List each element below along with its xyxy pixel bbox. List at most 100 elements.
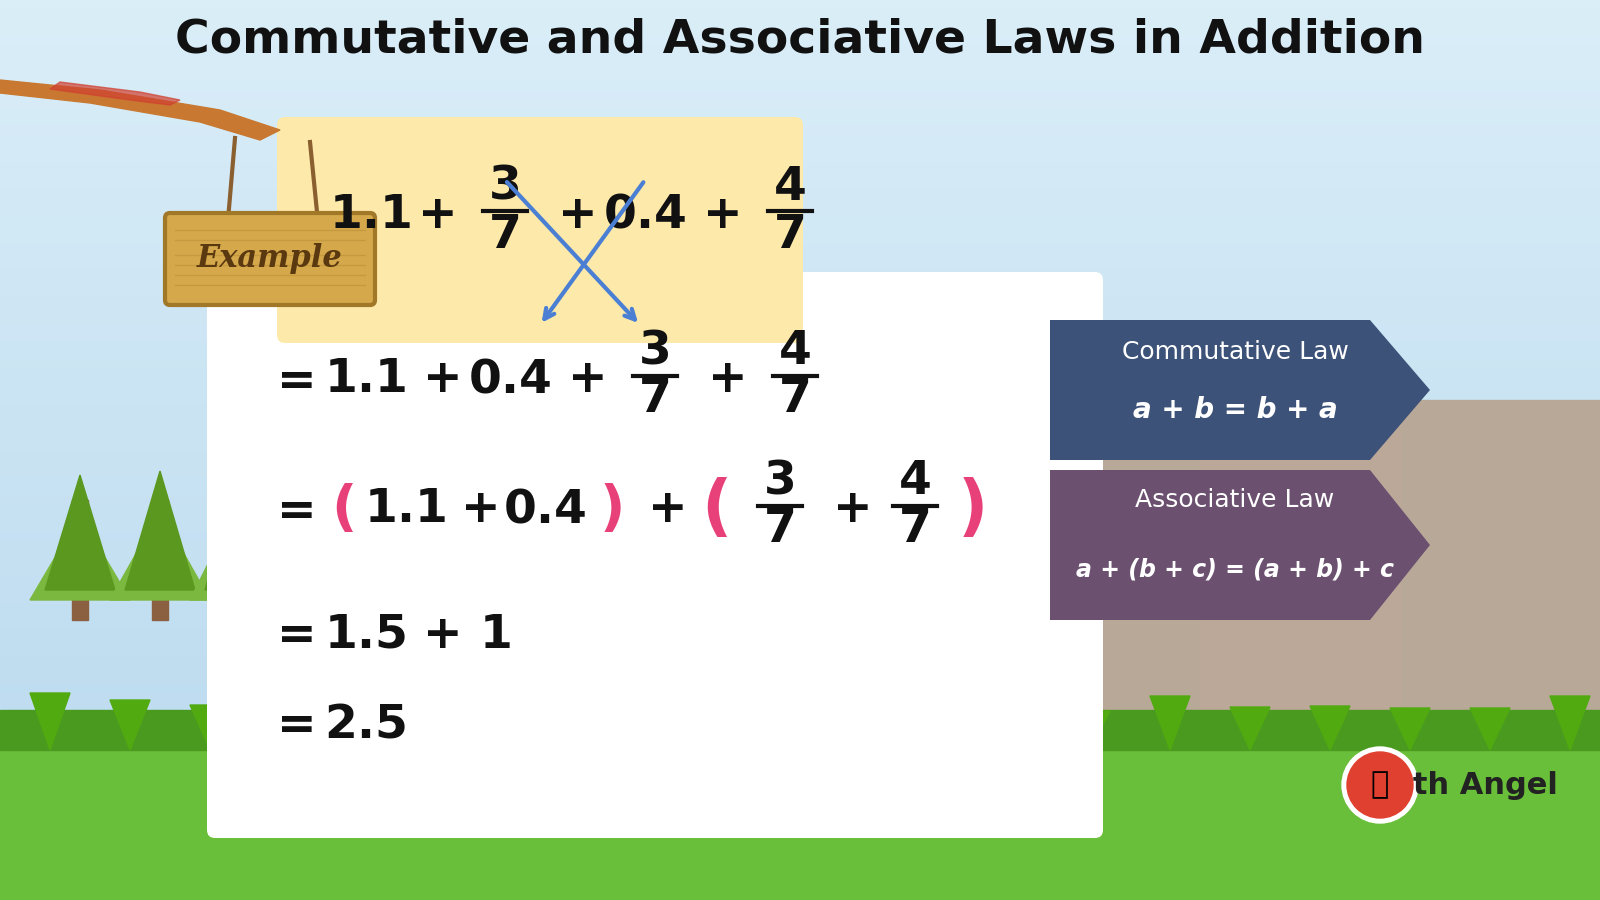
Text: 3: 3 (763, 460, 797, 505)
Text: 4: 4 (773, 165, 806, 210)
Text: Math Angel: Math Angel (1362, 770, 1558, 799)
Polygon shape (30, 538, 130, 600)
Text: a + b = b + a: a + b = b + a (1133, 396, 1338, 424)
Text: Example: Example (197, 242, 342, 274)
Text: Commutative Law: Commutative Law (1122, 340, 1349, 364)
Bar (0, 710, 1600, 750)
Polygon shape (1299, 515, 1400, 600)
Text: a + (b + c) = (a + b) + c: a + (b + c) = (a + b) + c (1075, 558, 1394, 582)
Bar (1502, 500, 1518, 620)
Polygon shape (1200, 538, 1299, 600)
Polygon shape (1475, 490, 1546, 590)
Text: $\mathbf{2.5}$: $\mathbf{2.5}$ (323, 703, 406, 748)
Text: 7: 7 (899, 508, 931, 553)
Polygon shape (350, 709, 390, 750)
Text: $\mathbf{=}$: $\mathbf{=}$ (267, 357, 314, 402)
Text: 🦊: 🦊 (1371, 770, 1389, 799)
Polygon shape (1390, 709, 1430, 750)
Polygon shape (1315, 475, 1386, 590)
Polygon shape (125, 448, 195, 590)
Text: $\mathbf{+}$: $\mathbf{+}$ (422, 357, 458, 402)
Polygon shape (1150, 704, 1190, 750)
FancyBboxPatch shape (277, 117, 803, 343)
Bar (312, 500, 328, 620)
Bar (232, 500, 248, 620)
Text: $\mathbf{1.1}$: $\mathbf{1.1}$ (363, 488, 446, 533)
Text: $\mathbf{+}$: $\mathbf{+}$ (566, 357, 603, 402)
Text: $\mathbf{(}$: $\mathbf{(}$ (701, 477, 728, 543)
Text: $\mathbf{1.1}$: $\mathbf{1.1}$ (323, 357, 406, 402)
Bar (1342, 500, 1358, 620)
Polygon shape (270, 704, 310, 750)
Bar (0, 720, 1600, 900)
Text: $\mathbf{1.5}$: $\mathbf{1.5}$ (323, 613, 406, 658)
Text: 4: 4 (899, 460, 931, 505)
Polygon shape (1470, 692, 1510, 750)
Polygon shape (750, 698, 790, 750)
Polygon shape (1070, 697, 1110, 750)
Polygon shape (1050, 470, 1430, 620)
Bar (1200, 400, 1400, 800)
Text: 7: 7 (779, 377, 811, 422)
Polygon shape (45, 498, 115, 590)
Bar (72, 500, 88, 620)
Circle shape (1347, 752, 1413, 818)
Text: $\mathbf{=}$: $\mathbf{=}$ (267, 488, 314, 533)
Text: $\mathbf{)}$: $\mathbf{)}$ (598, 483, 621, 537)
Polygon shape (110, 488, 210, 600)
Text: 7: 7 (488, 212, 522, 257)
FancyBboxPatch shape (206, 272, 1102, 838)
Text: 3: 3 (488, 165, 522, 210)
Text: $\mathbf{+}$: $\mathbf{+}$ (416, 193, 453, 238)
Polygon shape (270, 534, 370, 600)
Polygon shape (190, 486, 290, 600)
Text: $\mathbf{+}$: $\mathbf{+}$ (557, 193, 594, 238)
Polygon shape (910, 704, 950, 750)
Text: $\mathbf{0.4}$: $\mathbf{0.4}$ (603, 193, 686, 238)
Bar (152, 500, 168, 620)
Circle shape (1342, 747, 1418, 823)
Text: $\mathbf{=}$: $\mathbf{=}$ (267, 613, 314, 658)
Text: $\mathbf{+}$: $\mathbf{+}$ (832, 488, 869, 533)
Text: $\mathbf{+}$: $\mathbf{+}$ (422, 613, 458, 658)
Polygon shape (285, 494, 355, 590)
Polygon shape (430, 701, 470, 750)
Polygon shape (110, 694, 150, 750)
Polygon shape (990, 706, 1030, 750)
Text: 7: 7 (763, 508, 797, 553)
Text: Commutative and Associative Laws in Addition: Commutative and Associative Laws in Addi… (174, 17, 1426, 62)
Polygon shape (1310, 696, 1350, 750)
Polygon shape (510, 715, 550, 750)
Text: $\mathbf{+}$: $\mathbf{+}$ (646, 488, 683, 533)
Bar (1101, 400, 1600, 800)
Text: $\mathbf{1}$: $\mathbf{1}$ (478, 613, 510, 658)
Polygon shape (1230, 710, 1270, 750)
Text: $\mathbf{0.4}$: $\mathbf{0.4}$ (504, 488, 587, 533)
Text: 3: 3 (638, 329, 672, 374)
Polygon shape (1214, 498, 1285, 590)
Polygon shape (205, 446, 275, 590)
Polygon shape (670, 707, 710, 750)
Polygon shape (1379, 493, 1480, 600)
Polygon shape (50, 82, 179, 105)
Polygon shape (830, 715, 870, 750)
Polygon shape (190, 694, 230, 750)
Polygon shape (1459, 530, 1560, 600)
Polygon shape (1550, 714, 1590, 750)
Text: $\mathbf{+}$: $\mathbf{+}$ (459, 488, 496, 533)
Polygon shape (1395, 453, 1466, 590)
Text: $\mathbf{(}$: $\mathbf{(}$ (331, 483, 354, 537)
Text: Associative Law: Associative Law (1136, 488, 1334, 512)
Polygon shape (0, 80, 280, 140)
Text: $\mathbf{0.4}$: $\mathbf{0.4}$ (469, 357, 552, 402)
FancyBboxPatch shape (165, 213, 374, 305)
Text: $\mathbf{=}$: $\mathbf{=}$ (267, 703, 314, 748)
Polygon shape (1050, 320, 1430, 460)
Text: 7: 7 (773, 212, 806, 257)
Text: $\mathbf{)}$: $\mathbf{)}$ (957, 477, 984, 543)
Text: 4: 4 (779, 329, 811, 374)
Bar (1422, 500, 1438, 620)
Polygon shape (590, 703, 630, 750)
Text: 7: 7 (638, 377, 672, 422)
Text: $\mathbf{+}$: $\mathbf{+}$ (707, 357, 744, 402)
